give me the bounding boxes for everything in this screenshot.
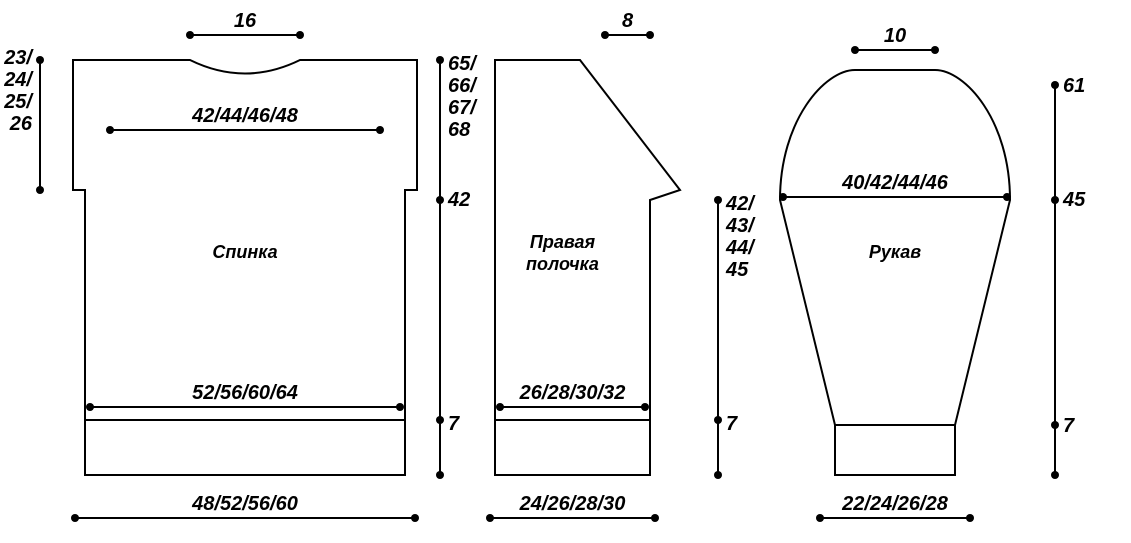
sleeve-bottom-dim: 22/24/26/28 bbox=[841, 493, 949, 515]
front-label: Праваяполочка bbox=[526, 232, 599, 274]
dim-dot bbox=[376, 126, 384, 134]
back-armhole-dim: 23/24/25/26 bbox=[3, 47, 34, 135]
sleeve-full-height: 61 bbox=[1063, 75, 1085, 97]
dim-dot bbox=[36, 186, 44, 194]
dim-dot bbox=[601, 31, 609, 39]
dim-dot bbox=[71, 514, 79, 522]
dim-dot bbox=[851, 46, 859, 54]
front-hip-dim: 26/28/30/32 bbox=[519, 382, 626, 404]
back-hem bbox=[85, 420, 405, 475]
back-full-height: 65/66/67/68 bbox=[448, 53, 478, 141]
dim-dot bbox=[436, 416, 444, 424]
dim-dot bbox=[714, 471, 722, 479]
sleeve-cuff bbox=[835, 425, 955, 475]
dim-dot bbox=[496, 403, 504, 411]
dim-dot bbox=[714, 416, 722, 424]
back-hem-height: 7 bbox=[448, 413, 460, 435]
dim-dot bbox=[1051, 471, 1059, 479]
dim-dot bbox=[641, 403, 649, 411]
sleeve-wide-dim: 40/42/44/46 bbox=[841, 172, 949, 194]
dim-dot bbox=[1003, 193, 1011, 201]
sleeve-cuff-height: 7 bbox=[1063, 415, 1075, 437]
dim-dot bbox=[816, 514, 824, 522]
dim-dot bbox=[651, 514, 659, 522]
dim-dot bbox=[86, 403, 94, 411]
dim-dot bbox=[486, 514, 494, 522]
front-top-dim: 8 bbox=[622, 10, 634, 32]
sleeve-label: Рукав bbox=[869, 242, 921, 262]
front-hem-height: 7 bbox=[726, 413, 738, 435]
front-body-height: 42/43/44/45 bbox=[725, 193, 756, 281]
dim-dot bbox=[436, 471, 444, 479]
dim-dot bbox=[931, 46, 939, 54]
front-bottom-dim: 24/26/28/30 bbox=[519, 493, 626, 515]
dim-dot bbox=[411, 514, 419, 522]
back-neck-dim: 16 bbox=[234, 10, 257, 32]
dim-dot bbox=[1051, 81, 1059, 89]
dim-dot bbox=[714, 196, 722, 204]
dim-dot bbox=[1051, 421, 1059, 429]
dim-dot bbox=[186, 31, 194, 39]
back-hip-dim: 52/56/60/64 bbox=[192, 382, 298, 404]
dim-dot bbox=[1051, 196, 1059, 204]
front-hem bbox=[495, 420, 650, 475]
sleeve-body-height: 45 bbox=[1062, 189, 1086, 211]
dim-dot bbox=[296, 31, 304, 39]
back-label: Спинка bbox=[212, 242, 277, 262]
dim-dot bbox=[436, 196, 444, 204]
back-chest-dim: 42/44/46/48 bbox=[191, 105, 299, 127]
back-bottom-dim: 48/52/56/60 bbox=[191, 493, 298, 515]
dim-dot bbox=[779, 193, 787, 201]
dim-dot bbox=[36, 56, 44, 64]
dim-dot bbox=[106, 126, 114, 134]
dim-dot bbox=[646, 31, 654, 39]
dim-dot bbox=[436, 56, 444, 64]
back-body-height: 42 bbox=[447, 189, 470, 211]
sleeve-top-dim: 10 bbox=[884, 25, 906, 47]
dim-dot bbox=[396, 403, 404, 411]
dim-dot bbox=[966, 514, 974, 522]
